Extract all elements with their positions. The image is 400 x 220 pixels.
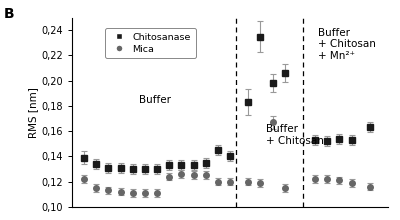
- Text: Buffer
+ Chitosan: Buffer + Chitosan: [266, 124, 324, 146]
- Text: Buffer: Buffer: [139, 95, 171, 104]
- Text: B: B: [4, 7, 15, 21]
- Legend: Chitosanase, Mica: Chitosanase, Mica: [105, 28, 196, 58]
- Y-axis label: RMS [nm]: RMS [nm]: [28, 87, 38, 138]
- Text: Buffer
+ Chitosan
+ Mn²⁺: Buffer + Chitosan + Mn²⁺: [318, 28, 375, 61]
